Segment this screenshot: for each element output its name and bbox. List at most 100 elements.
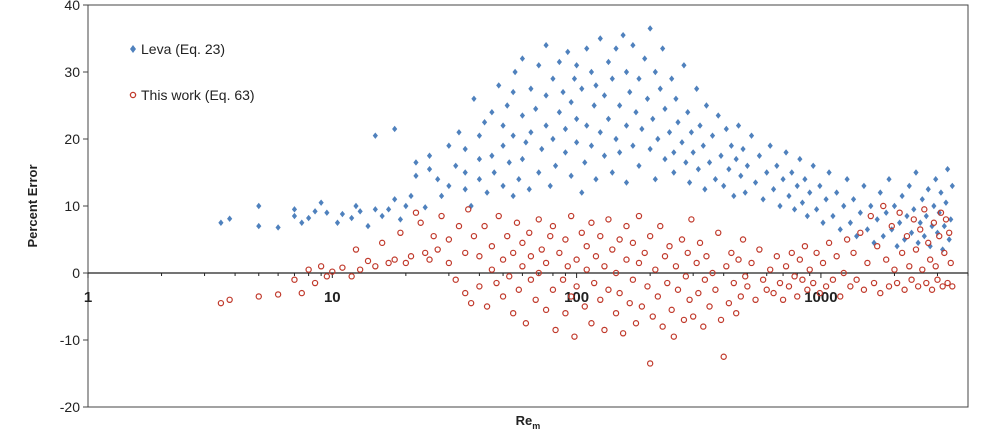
data-point-this-work [339, 264, 346, 271]
data-point-leva [650, 115, 656, 123]
data-point-leva [733, 155, 739, 163]
data-point-this-work [939, 283, 946, 290]
data-point-leva [334, 219, 341, 226]
data-point-this-work [391, 256, 398, 263]
data-point-this-work [796, 256, 804, 263]
plot-area [87, 4, 969, 408]
data-point-leva [468, 202, 474, 210]
data-point-leva [791, 206, 798, 213]
data-point-this-work [937, 209, 945, 216]
data-point-this-work [509, 310, 517, 317]
data-point-leva [933, 176, 939, 183]
data-point-leva [915, 239, 921, 247]
data-point-leva [880, 232, 886, 240]
data-point-this-work [896, 209, 903, 216]
data-point-leva [861, 182, 867, 190]
data-point-leva [639, 125, 645, 133]
data-point-this-work [445, 259, 453, 267]
data-point-leva [438, 192, 445, 200]
data-point-leva [685, 109, 691, 116]
data-point-leva [357, 208, 363, 215]
data-point-this-work [597, 232, 604, 240]
data-point-this-work [932, 263, 939, 270]
data-point-leva [550, 75, 556, 82]
data-point-leva [830, 212, 836, 220]
data-point-leva [934, 229, 941, 236]
data-point-leva [721, 182, 727, 190]
data-point-leva [671, 149, 677, 156]
data-point-leva [504, 102, 510, 109]
data-point-leva [510, 192, 516, 200]
data-point-leva [731, 192, 737, 200]
data-point-this-work [763, 286, 770, 293]
data-point-this-work [921, 206, 928, 213]
data-point-leva [946, 236, 952, 243]
data-point-leva [844, 176, 850, 183]
data-point-leva [591, 102, 597, 109]
data-point-this-work [635, 212, 643, 220]
data-point-this-work [274, 291, 282, 298]
data-point-this-work [923, 279, 930, 287]
data-point-leva [408, 192, 414, 200]
data-point-this-work [616, 236, 623, 243]
data-point-leva [605, 115, 612, 123]
data-point-leva [506, 159, 512, 166]
data-point-leva [883, 209, 889, 216]
data-point-this-work [513, 219, 521, 226]
data-point-this-work [949, 283, 956, 290]
data-point-this-work [564, 263, 571, 270]
data-point-leva [715, 112, 721, 119]
data-point-leva [556, 109, 562, 116]
data-point-leva [588, 142, 595, 149]
data-point-leva [568, 98, 574, 106]
data-point-leva [476, 132, 482, 139]
data-point-this-work [535, 269, 542, 277]
data-point-leva [593, 176, 599, 183]
data-point-leva [804, 212, 810, 220]
data-point-this-work [430, 232, 437, 240]
data-point-leva [353, 202, 359, 210]
data-point-leva [723, 125, 729, 133]
data-point-leva [837, 226, 843, 233]
data-point-this-work [794, 293, 801, 300]
data-point-leva [496, 82, 502, 89]
data-point-leva [627, 88, 633, 96]
data-point-this-work [509, 249, 517, 257]
data-point-this-work [659, 323, 666, 330]
data-point-this-work [623, 256, 630, 263]
data-point-this-work [816, 289, 824, 297]
legend-label-leva: Leva (Eq. 23) [141, 41, 225, 57]
data-point-this-work [562, 310, 569, 317]
x-axis-label: Rem [516, 413, 541, 431]
data-point-leva [929, 222, 935, 230]
data-point-this-work [684, 249, 691, 257]
data-point-this-work [877, 289, 884, 297]
data-point-this-work [901, 286, 908, 293]
data-point-leva [662, 155, 668, 163]
data-point-leva [609, 75, 615, 82]
data-point-this-work [483, 303, 491, 310]
data-point-this-work [629, 239, 637, 247]
data-point-leva [850, 196, 857, 203]
data-point-leva [774, 162, 780, 169]
data-point-this-work [779, 296, 787, 303]
data-point-leva [662, 105, 668, 113]
data-point-leva [510, 88, 516, 96]
data-point-leva [841, 202, 847, 210]
data-point-leva [620, 31, 626, 39]
data-point-this-work [445, 236, 453, 243]
data-point-leva [491, 169, 497, 176]
data-point-this-work [903, 232, 911, 240]
data-point-leva [275, 224, 281, 231]
data-point-this-work [562, 236, 569, 243]
data-point-this-work [752, 296, 759, 303]
data-point-leva [623, 179, 630, 186]
x-tick-label: 100 [564, 289, 589, 306]
data-point-leva [306, 214, 312, 222]
data-point-leva [582, 159, 588, 166]
data-point-this-work [348, 273, 355, 280]
data-point-this-work [919, 266, 926, 273]
data-point-this-work [914, 283, 922, 290]
data-point-this-work [426, 256, 433, 263]
data-point-leva [426, 165, 433, 173]
